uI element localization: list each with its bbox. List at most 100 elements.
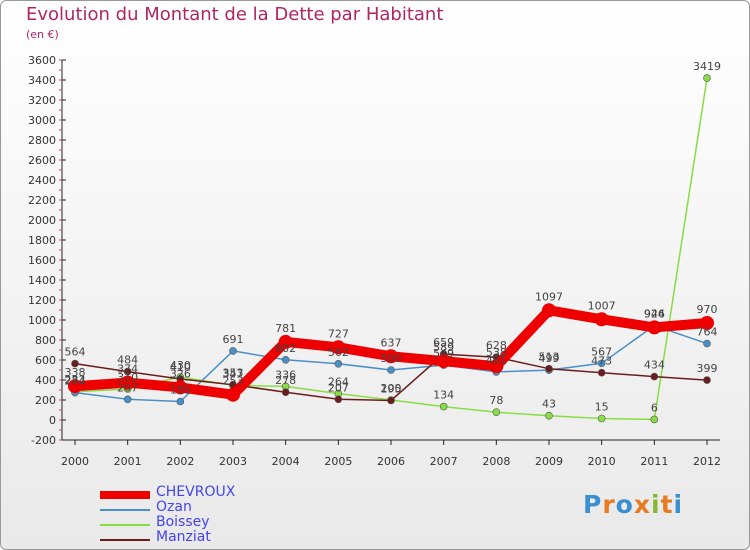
x-tick-label: 2011 (640, 455, 668, 468)
data-point (542, 303, 556, 318)
y-tick-label: 800 (35, 334, 56, 347)
data-label: 195 (381, 383, 402, 396)
data-point (226, 387, 240, 402)
x-tick-label: 2007 (430, 455, 458, 468)
data-point (597, 414, 606, 423)
x-tick-label: 2008 (482, 455, 510, 468)
data-label: 500 (381, 352, 402, 365)
data-label: 434 (644, 359, 665, 372)
data-label: 134 (433, 389, 454, 402)
data-point (597, 368, 606, 377)
data-point (334, 395, 343, 404)
legend-label: Manziat (156, 529, 211, 545)
legend-label: CHEVROUX (156, 484, 236, 500)
data-point (278, 334, 293, 349)
data-point (700, 316, 714, 330)
data-label: 430 (170, 359, 191, 372)
data-point (176, 397, 185, 406)
data-point (439, 402, 448, 411)
data-point (281, 355, 290, 364)
data-point (489, 359, 504, 374)
data-label: 637 (381, 336, 402, 349)
x-tick-label: 2001 (114, 455, 142, 468)
data-point (703, 376, 711, 384)
logo-letter: t (660, 490, 674, 519)
y-tick-label: 3400 (28, 74, 56, 87)
logo-letter: i (651, 490, 661, 519)
data-label: 264 (328, 376, 349, 389)
data-label: 764 (697, 326, 718, 339)
y-tick-label: 1000 (28, 314, 56, 327)
data-label: 567 (591, 345, 612, 358)
data-label: 564 (65, 346, 86, 359)
legend-item-boissey: Boissey (100, 514, 320, 532)
data-point (229, 347, 237, 355)
data-label: 338 (65, 366, 86, 379)
chart-title: Evolution du Montant de la Dette par Hab… (26, 4, 444, 25)
data-label: 78 (489, 394, 503, 407)
y-tick-label: -200 (31, 434, 56, 447)
x-tick-label: 2000 (61, 455, 89, 468)
y-tick-label: 2000 (28, 214, 56, 227)
data-label: 562 (328, 346, 349, 359)
y-tick-label: 600 (35, 354, 56, 367)
data-label: 1097 (535, 290, 563, 303)
data-label: 274 (65, 375, 86, 388)
data-label: 602 (275, 342, 296, 355)
logo-letter: r (602, 490, 616, 519)
data-point (650, 372, 659, 381)
proxiti-logo: Proxiti (583, 490, 683, 519)
data-label: 549 (433, 347, 454, 360)
data-label: 659 (433, 336, 454, 349)
data-label: 628 (486, 339, 507, 352)
x-tick-label: 2004 (272, 455, 300, 468)
legend-swatch (100, 539, 150, 541)
legend-swatch (100, 491, 150, 499)
logo-letter: P (583, 490, 603, 519)
data-label: 410 (170, 361, 191, 374)
data-label: 185 (170, 384, 191, 397)
data-label: 310 (117, 371, 138, 384)
y-tick-label: 2800 (28, 134, 56, 147)
y-tick-label: 2600 (28, 154, 56, 167)
data-point (123, 395, 132, 404)
data-point (703, 74, 711, 82)
data-point (334, 359, 343, 368)
data-label: 944 (644, 308, 665, 321)
data-point (650, 415, 659, 424)
data-label: 473 (591, 355, 612, 368)
data-point (647, 320, 662, 335)
data-label: 1007 (588, 299, 616, 312)
series-lines (68, 74, 714, 424)
data-label: 326 (170, 367, 191, 380)
legend-label: Ozan (156, 499, 192, 515)
data-label: 278 (275, 374, 296, 387)
data-label: 374 (117, 363, 138, 376)
data-point (384, 349, 398, 364)
x-tick-label: 2003 (219, 455, 247, 468)
y-tick-label: 1200 (28, 294, 56, 307)
data-label: 926 (644, 307, 665, 320)
data-point (68, 379, 82, 394)
data-label: 513 (539, 351, 560, 364)
data-label: 499 (539, 352, 560, 365)
data-point (594, 312, 609, 327)
data-label: 538 (486, 346, 507, 359)
data-point (703, 339, 711, 348)
data-point (331, 340, 346, 355)
y-tick-label: 1800 (28, 234, 56, 247)
data-label: 43 (542, 398, 556, 411)
x-tick-label: 2009 (535, 455, 563, 468)
y-tick-label: 3000 (28, 114, 56, 127)
data-label: 970 (697, 303, 718, 316)
x-tick-label: 2002 (166, 455, 194, 468)
y-tick-label: 1600 (28, 254, 56, 267)
x-tick-label: 2005 (324, 455, 352, 468)
legend-item-manziat: Manziat (100, 529, 320, 547)
data-label: 200 (381, 382, 402, 395)
data-label: 727 (328, 327, 349, 340)
data-point (173, 380, 188, 395)
data-label: 207 (328, 381, 349, 394)
y-tick-label: 200 (35, 394, 56, 407)
